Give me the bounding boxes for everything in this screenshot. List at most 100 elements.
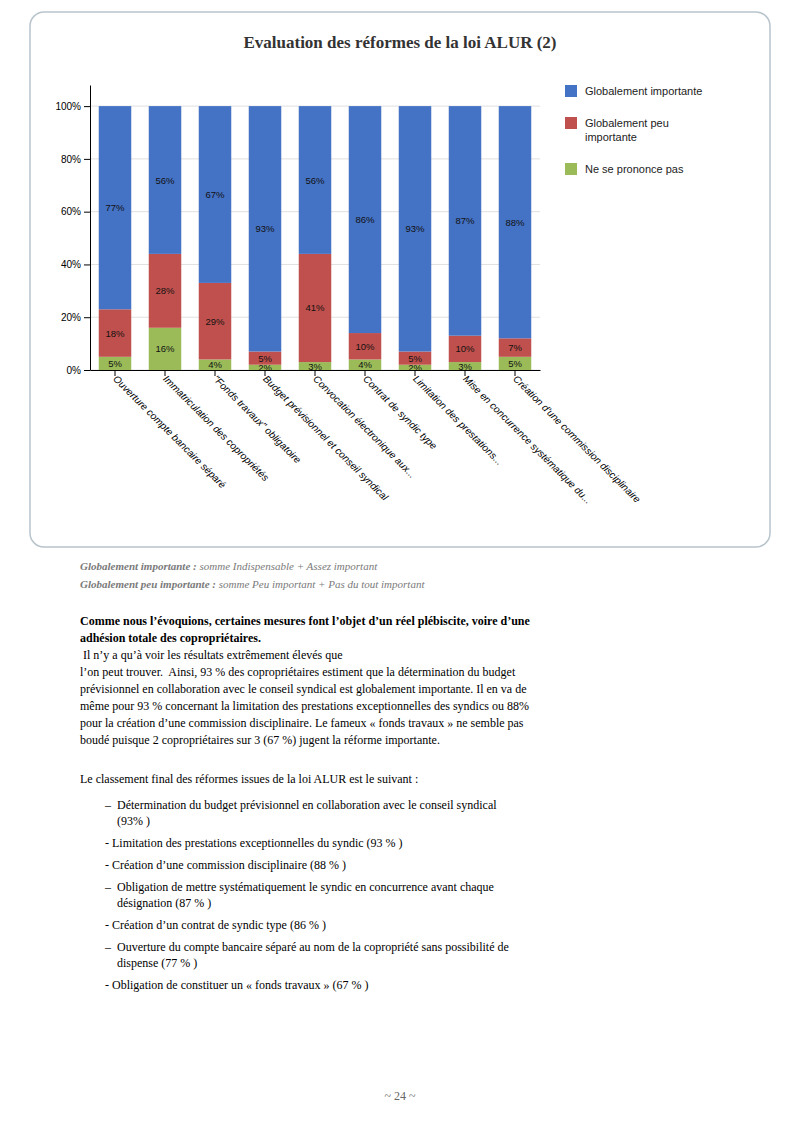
y-tick: 20% [61,312,90,323]
bar [349,359,382,370]
list-item-line: - Limitation des prestations exceptionne… [105,836,403,850]
legend-label: Ne se prononce pas [585,163,684,175]
data-label: 3% [308,361,322,372]
footnotes: Globalement importante : somme Indispens… [80,560,425,590]
data-label: 88% [505,217,525,228]
x-tick: Immatriculation des copropriétés [161,370,271,483]
footnote: Globalement importante : somme Indispens… [80,560,378,572]
data-label: 18% [105,328,125,339]
data-label: 29% [205,316,225,327]
x-tick-mark [465,370,466,376]
y-tick-mark [84,106,90,107]
paragraph-text: Il n’y a qu’à voir les résultats extrême… [80,648,529,747]
list-item: - Création d’un contrat de syndic type (… [105,918,326,932]
data-label: 5% [408,353,422,364]
page-number: ~ 24 ~ [385,1089,416,1103]
x-tick: "Fonds travaux" obligatoire [211,370,304,466]
bar [399,352,432,365]
list-item-line: – Détermination du budget prévisionnel e… [104,798,497,812]
list-item-line: - Création d’un contrat de syndic type (… [105,918,326,932]
data-label: 87% [455,215,475,226]
bar [449,336,482,362]
footnote-definition: somme Indispensable + Assez important [199,560,378,572]
list-item-line: - Création d’une commission disciplinair… [105,858,346,872]
footnote-term: Globalement peu importante : [80,578,219,590]
data-label: 28% [155,285,175,296]
legend: Globalement importante Globalement peuimp… [565,85,702,175]
y-tick-label: 60% [61,206,81,217]
data-label: 5% [258,353,272,364]
data-label: 5% [508,358,522,369]
chart-title: Evaluation des réformes de la loi ALUR (… [243,33,556,52]
y-tick: 0% [67,365,90,376]
data-label: 10% [455,343,475,354]
x-tick: Création d'une commission disciplinaire [511,370,643,505]
legend-swatch [565,85,577,97]
x-tick-mark [115,370,116,376]
bar-series [99,106,532,351]
paragraph-text-line: boudé puisque 2 copropriétaires sur 3 (6… [80,733,440,747]
bars [99,106,532,370]
bar [99,357,132,370]
paragraph-bold-line: Comme nous l’évoquions, certaines mesure… [80,614,531,628]
x-tick-label: Immatriculation des copropriétés [161,373,271,483]
bar [99,106,132,309]
paragraph-bold: Comme nous l’évoquions, certaines mesure… [80,614,531,645]
list-item-line: – Obligation de mettre systématiquement … [104,880,494,894]
x-tick-mark [215,370,216,376]
y-tick: 80% [61,154,90,165]
x-tick-mark [365,370,366,376]
x-tick-mark [315,370,316,376]
bar [499,338,532,356]
data-label: 77% [105,202,125,213]
bar [149,106,182,254]
list-item-line: désignation (87 % ) [105,896,211,910]
paragraph-text-line: même pour 93 % concernant la limitation … [80,699,529,713]
paragraph-text-line: pour la création d’une commission discip… [80,716,524,730]
x-tick-mark [265,370,266,376]
bar [199,283,232,360]
x-tick-mark [165,370,166,376]
x-tick-mark [515,370,516,376]
list-item-line: (93% ) [105,814,150,828]
footnote-term: Globalement importante : [80,560,199,572]
y-tick-label: 80% [61,154,81,165]
list-title: Le classement final des réformes issues … [80,772,418,786]
y-tick-mark [84,264,90,265]
footnote: Globalement peu importante : somme Peu i… [80,578,425,590]
legend-item: Globalement importante [565,85,702,97]
legend-item: Globalement peuimportante [565,117,669,143]
bar [149,328,182,370]
data-label: 4% [358,359,372,370]
legend-label: Globalement peuimportante [585,117,669,143]
data-label: 93% [405,223,425,234]
x-tick-label: Limitation des prestations... [411,373,505,467]
data-label: 93% [255,223,275,234]
y-tick-label: 20% [61,312,81,323]
list-item-line: dispense (77 % ) [105,956,197,970]
bar [349,106,382,333]
list-item: – Ouverture du compte bancaire séparé au… [104,940,509,970]
y-tick: 40% [61,259,90,270]
bar [299,106,332,254]
data-label: 56% [155,175,175,186]
bar [499,106,532,338]
list-item: - Limitation des prestations exceptionne… [105,836,403,850]
bar [99,309,132,357]
x-tick: Limitation des prestations... [411,370,505,467]
x-tick-label: Convocation électronique aux... [311,373,418,480]
bar [349,333,382,359]
list-item: - Obligation de constituer un « fonds tr… [105,978,369,992]
list-item: - Création d’une commission disciplinair… [105,858,346,872]
x-tick-label: "Fonds travaux" obligatoire [211,373,304,466]
list-item: – Obligation de mettre systématiquement … [104,880,494,910]
legend-swatch [565,117,577,129]
paragraph-text-line: Il n’y a qu’à voir les résultats extrême… [80,648,343,662]
y-tick-label: 100% [55,101,81,112]
bar [149,254,182,328]
y-tick: 60% [61,206,90,217]
bar [199,359,232,370]
y-tick-mark [84,370,90,371]
y-tick-label: 40% [61,259,81,270]
list-item-line: - Obligation de constituer un « fonds tr… [105,978,369,992]
